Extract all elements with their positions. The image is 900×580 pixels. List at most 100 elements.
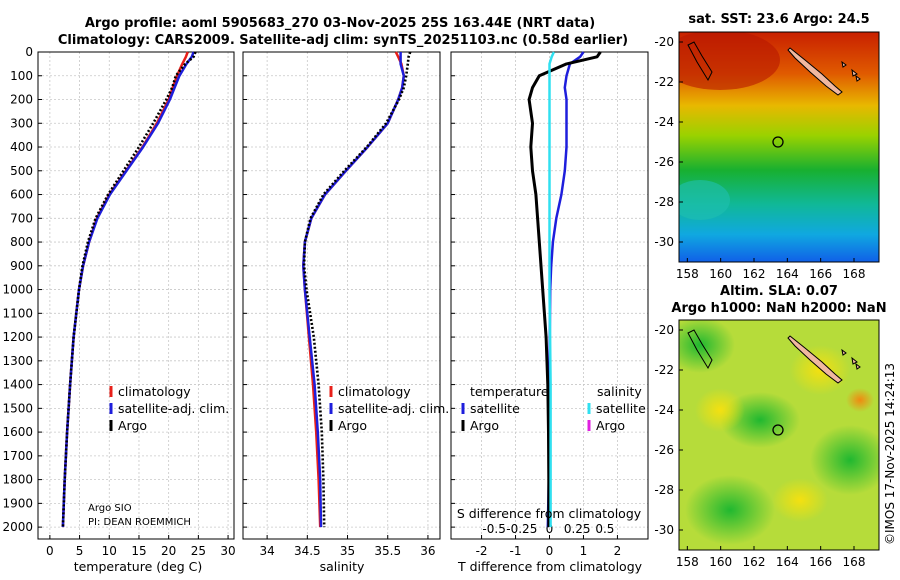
series-line-s-satellite — [548, 51, 556, 528]
salinity-axes-box — [242, 51, 441, 540]
lat-tick-label: -20 — [654, 323, 674, 337]
legend-t-argo: Argo — [470, 418, 499, 433]
temperature-ticks: 0100200300400500600700800900100011001200… — [2, 45, 235, 558]
lon-tick-label: 162 — [743, 555, 766, 569]
series-line-satellite-adj-clim- — [302, 52, 406, 528]
lat-tick-label: -24 — [654, 403, 674, 417]
x-tick-label: 20 — [161, 544, 176, 558]
legend-satellite: satellite-adj. clim. — [118, 401, 229, 416]
sla-green-blob — [679, 320, 735, 373]
sst-cool-patch — [679, 180, 730, 220]
salinity-panel: 34 34.5 35 35.5 36 salinity climatology sate… — [242, 51, 449, 574]
imos-timestamp: ©IMOS 17-Nov-2025 14:24:13 — [883, 363, 897, 545]
legend-t-satellite: satellite — [470, 401, 520, 416]
x-tick-label: 25 — [191, 544, 206, 558]
depth-tick-label: 1600 — [2, 425, 33, 439]
x-tick-label: 0 — [46, 544, 54, 558]
series-line-t-argo — [527, 51, 602, 528]
x-tick-label: -1 — [510, 544, 522, 558]
sla-map-panel: Altim. SLA: 0.07 Argo h1000: NaN h2000: … — [654, 284, 886, 569]
x-tick-label: 10 — [102, 544, 117, 558]
lat-tick-label: -22 — [654, 363, 674, 377]
s-difference-tick-label: -0.5 — [482, 522, 505, 536]
temperature-gridlines — [38, 51, 234, 539]
x-tick-label: 35 — [340, 544, 355, 558]
depth-tick-label: 500 — [10, 164, 33, 178]
sla-orange-blob — [846, 388, 874, 412]
s-difference-tick-label: -0.25 — [506, 522, 537, 536]
difference-xlabel: T difference from climatology — [457, 559, 643, 574]
lat-tick-label: -28 — [654, 195, 674, 209]
salinity-ticks: 34 34.5 35 35.5 36 — [243, 51, 436, 558]
sla-green-blob — [685, 475, 775, 545]
lon-tick-label: 162 — [743, 267, 766, 281]
depth-tick-label: 1300 — [2, 354, 33, 368]
s-difference-tick-label: 0.25 — [564, 522, 591, 536]
depth-tick-label: 700 — [10, 211, 33, 225]
sst-map-title: sat. SST: 23.6 Argo: 24.5 — [688, 12, 869, 27]
salinity-gridlines — [243, 51, 440, 539]
float-pi-annotation: PI: DEAN ROEMMICH — [88, 517, 191, 528]
series-line-argo — [61, 51, 197, 528]
s-difference-tick-label: 0 — [546, 522, 554, 536]
x-tick-label: 5 — [76, 544, 84, 558]
depth-tick-label: 2000 — [2, 520, 33, 534]
x-tick-label: 35.5 — [374, 544, 401, 558]
difference-series — [527, 51, 602, 528]
sst-map-axes-box — [678, 31, 880, 263]
salinity-xlabel: salinity — [320, 559, 365, 574]
salinity-series — [302, 51, 412, 528]
lon-tick-label: 160 — [709, 267, 732, 281]
lon-tick-label: 158 — [676, 555, 699, 569]
lon-tick-label: 168 — [843, 267, 866, 281]
legend-s-argo: Argo — [596, 418, 625, 433]
lat-tick-label: -26 — [654, 155, 674, 169]
temperature-series — [61, 51, 197, 528]
lat-tick-label: -22 — [654, 75, 674, 89]
x-tick-label: 34 — [259, 544, 274, 558]
lon-tick-label: 160 — [709, 555, 732, 569]
salinity-legend: climatology satellite-adj. clim. Argo — [329, 384, 449, 433]
sst-map-panel: sat. SST: 23.6 Argo: 24.5 158 160 162 164 16… — [654, 12, 880, 281]
depth-tick-label: 1800 — [2, 473, 33, 487]
temperature-legend: climatology satellite-adj. clim. Argo — [109, 384, 229, 433]
legend-satellite: satellite-adj. clim. — [338, 401, 449, 416]
x-tick-label: 2 — [614, 544, 622, 558]
series-line-argo — [302, 51, 412, 528]
difference-panel: -2 -1 0 1 2 -0.5 -0.25 0 0.25 0.5 T difference fr… — [450, 51, 649, 574]
depth-tick-label: 100 — [10, 69, 33, 83]
depth-tick-label: 1500 — [2, 401, 33, 415]
x-tick-label: 34.5 — [294, 544, 321, 558]
depth-tick-label: 0 — [25, 45, 33, 59]
depth-tick-label: 400 — [10, 140, 33, 154]
lat-tick-label: -30 — [654, 235, 674, 249]
sla-yellow-blob — [790, 345, 850, 395]
depth-tick-label: 900 — [10, 259, 33, 273]
lat-tick-label: -24 — [654, 115, 674, 129]
coastline-outline — [687, 41, 713, 82]
series-line-t-satellite — [546, 51, 585, 528]
sla-map-axes-box — [678, 319, 880, 551]
x-tick-label: 1 — [580, 544, 588, 558]
x-tick-label: 36 — [420, 544, 435, 558]
coastline-outline — [687, 329, 713, 370]
lat-tick-label: -30 — [654, 523, 674, 537]
figure-title-line1: Argo profile: aoml 5905683_270 03-Nov-20… — [85, 16, 595, 31]
legend-climatology: climatology — [118, 384, 191, 399]
depth-tick-label: 1700 — [2, 449, 33, 463]
lon-tick-label: 166 — [809, 267, 832, 281]
sla-argo-location-marker — [772, 424, 784, 436]
difference-ticks: -2 -1 0 1 2 -0.5 -0.25 0 0.25 0.5 — [451, 51, 622, 558]
lon-tick-label: 168 — [843, 555, 866, 569]
sla-green-blob — [810, 425, 879, 495]
lon-tick-label: 164 — [776, 267, 799, 281]
sla-map-ticks: 158 160 162 164 166 168 -20 -22 -24 -26 -28 -30 — [654, 323, 865, 569]
loyalty-islands — [841, 60, 861, 82]
temperature-xlabel: temperature (deg C) — [74, 559, 203, 574]
depth-tick-label: 1100 — [2, 306, 33, 320]
depth-tick-label: 1900 — [2, 496, 33, 510]
x-tick-label: 30 — [220, 544, 235, 558]
new-caledonia-island — [787, 335, 843, 384]
legend-argo: Argo — [118, 418, 147, 433]
